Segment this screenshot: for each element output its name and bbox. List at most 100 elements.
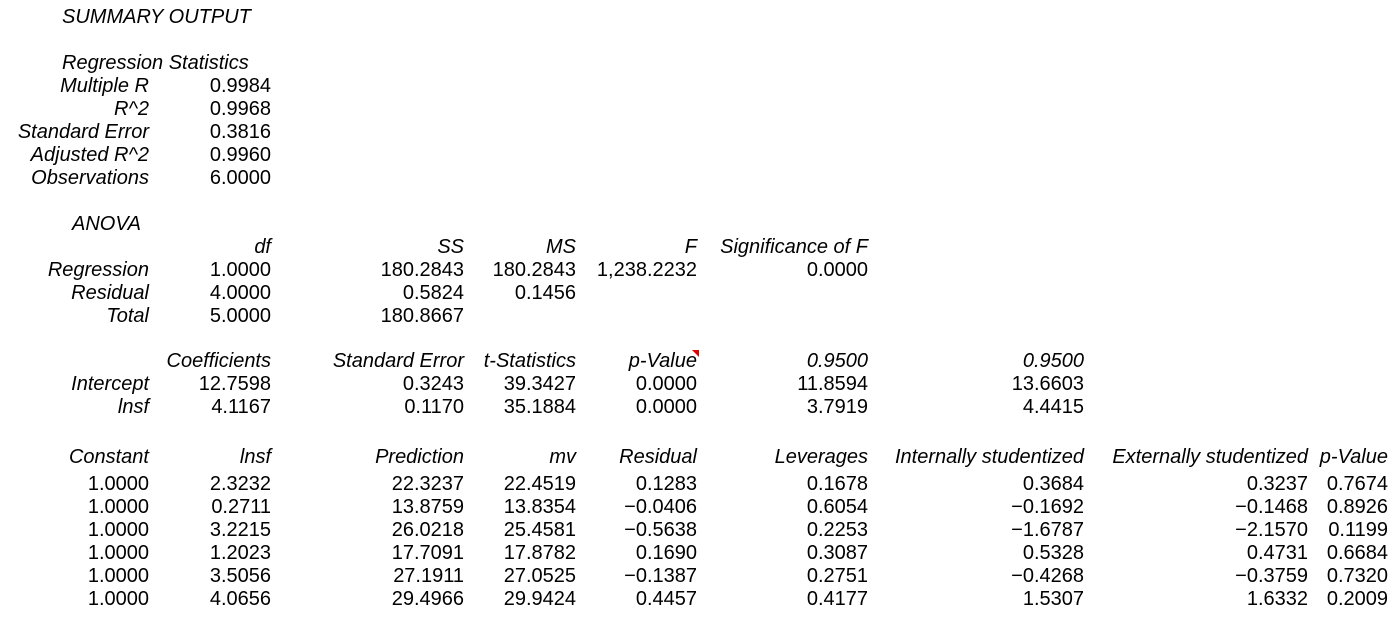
resid-col-p-value[interactable]: p-Value xyxy=(1319,446,1388,468)
coef-lnsf-upper[interactable]: 4.4415 xyxy=(1022,396,1084,418)
coef-intercept-lower[interactable]: 11.8594 xyxy=(797,373,868,395)
residual-row-1-internally-studentized[interactable]: 0.3684 xyxy=(1022,473,1084,495)
residual-row-4-p-value[interactable]: 0.6684 xyxy=(1326,542,1388,564)
anova-col-ms[interactable]: MS xyxy=(546,236,576,258)
residual-row-2-prediction[interactable]: 13.8759 xyxy=(391,496,464,518)
stat-label-observations[interactable]: Observations xyxy=(31,167,149,189)
residual-row-4-leverage[interactable]: 0.3087 xyxy=(806,542,868,564)
anova-regression-ss[interactable]: 180.2843 xyxy=(380,259,464,281)
residual-row-5-residual[interactable]: −0.1387 xyxy=(624,565,697,587)
resid-col-internally-studentized[interactable]: Internally studentized xyxy=(894,446,1084,468)
residual-row-2-leverage[interactable]: 0.6054 xyxy=(806,496,868,518)
residual-row-5-externally-studentized[interactable]: −0.3759 xyxy=(1235,565,1308,587)
stat-value-multiple-r[interactable]: 0.9984 xyxy=(209,75,271,97)
resid-col-lnsf[interactable]: lnsf xyxy=(239,446,271,468)
residual-row-6-leverage[interactable]: 0.4177 xyxy=(806,588,868,610)
coef-intercept-upper[interactable]: 13.6603 xyxy=(1011,373,1084,395)
coef-label-lnsf[interactable]: lnsf xyxy=(117,396,149,418)
residual-row-2-lnsf[interactable]: 0.2711 xyxy=(211,496,271,518)
coef-label-intercept[interactable]: Intercept xyxy=(71,373,149,395)
residual-row-1-constant[interactable]: 1.0000 xyxy=(87,473,149,495)
residual-row-5-mv[interactable]: 27.0525 xyxy=(503,565,576,587)
resid-col-mv[interactable]: mv xyxy=(549,446,576,468)
residual-row-3-lnsf[interactable]: 3.2215 xyxy=(209,519,271,541)
residual-row-3-externally-studentized[interactable]: −2.1570 xyxy=(1235,519,1308,541)
residual-row-5-p-value[interactable]: 0.7320 xyxy=(1326,565,1388,587)
anova-label-total[interactable]: Total xyxy=(106,305,149,327)
residual-row-6-internally-studentized[interactable]: 1.5307 xyxy=(1022,588,1084,610)
residual-row-6-constant[interactable]: 1.0000 xyxy=(87,588,149,610)
anova-residual-df[interactable]: 4.0000 xyxy=(209,282,271,304)
anova-col-significance[interactable]: Significance of F xyxy=(720,236,868,258)
residual-row-3-constant[interactable]: 1.0000 xyxy=(87,519,149,541)
resid-col-prediction[interactable]: Prediction xyxy=(375,446,464,468)
residual-row-1-leverage[interactable]: 0.1678 xyxy=(806,473,868,495)
residual-row-5-internally-studentized[interactable]: −0.4268 xyxy=(1011,565,1084,587)
coef-lnsf-p[interactable]: 0.0000 xyxy=(635,396,697,418)
residual-row-4-constant[interactable]: 1.0000 xyxy=(87,542,149,564)
residual-row-4-externally-studentized[interactable]: 0.4731 xyxy=(1246,542,1308,564)
residual-row-3-prediction[interactable]: 26.0218 xyxy=(391,519,464,541)
stat-value-observations[interactable]: 6.0000 xyxy=(209,167,271,189)
residual-row-2-residual[interactable]: −0.0406 xyxy=(624,496,697,518)
anova-total-ss[interactable]: 180.8667 xyxy=(380,305,464,327)
stat-value-r-squared[interactable]: 0.9968 xyxy=(209,98,271,120)
coef-col-t-statistics[interactable]: t-Statistics xyxy=(483,350,576,372)
residual-row-4-mv[interactable]: 17.8782 xyxy=(503,542,576,564)
anova-regression-f[interactable]: 1,238.2232 xyxy=(596,259,697,281)
coef-col-upper-bound[interactable]: 0.9500 xyxy=(1022,350,1084,372)
residual-row-3-mv[interactable]: 25.4581 xyxy=(503,519,576,541)
residual-row-5-lnsf[interactable]: 3.5056 xyxy=(209,565,271,587)
coef-lnsf-value[interactable]: 4.1167 xyxy=(211,396,271,418)
anova-col-f[interactable]: F xyxy=(684,236,697,258)
anova-regression-ms[interactable]: 180.2843 xyxy=(492,259,576,281)
anova-col-df[interactable]: df xyxy=(254,236,271,258)
coef-lnsf-lower[interactable]: 3.7919 xyxy=(806,396,868,418)
anova-col-ss[interactable]: SS xyxy=(437,236,464,258)
anova-regression-sig[interactable]: 0.0000 xyxy=(806,259,868,281)
residual-row-4-residual[interactable]: 0.1690 xyxy=(635,542,697,564)
regression-statistics-header[interactable]: Regression Statistics xyxy=(62,52,249,74)
residual-row-5-prediction[interactable]: 27.1911 xyxy=(393,565,464,587)
residual-row-6-prediction[interactable]: 29.4966 xyxy=(391,588,464,610)
stat-value-adjusted-r-squared[interactable]: 0.9960 xyxy=(209,144,271,166)
residual-row-6-externally-studentized[interactable]: 1.6332 xyxy=(1246,588,1308,610)
anova-label-residual[interactable]: Residual xyxy=(71,282,149,304)
residual-row-5-leverage[interactable]: 0.2751 xyxy=(806,565,868,587)
coef-lnsf-se[interactable]: 0.1170 xyxy=(404,396,464,418)
anova-total-df[interactable]: 5.0000 xyxy=(209,305,271,327)
residual-row-1-prediction[interactable]: 22.3237 xyxy=(391,473,464,495)
coef-col-standard-error[interactable]: Standard Error xyxy=(332,350,464,372)
residual-row-2-p-value[interactable]: 0.8926 xyxy=(1326,496,1388,518)
residual-row-3-residual[interactable]: −0.5638 xyxy=(624,519,697,541)
residual-row-5-constant[interactable]: 1.0000 xyxy=(87,565,149,587)
residual-row-1-p-value[interactable]: 0.7674 xyxy=(1326,473,1388,495)
stat-label-standard-error[interactable]: Standard Error xyxy=(17,121,149,143)
residual-row-1-lnsf[interactable]: 2.3232 xyxy=(209,473,271,495)
coef-col-coefficients[interactable]: Coefficients xyxy=(166,350,272,372)
anova-header[interactable]: ANOVA xyxy=(72,213,141,235)
stat-value-standard-error[interactable]: 0.3816 xyxy=(209,121,271,143)
resid-col-externally-studentized[interactable]: Externally studentized xyxy=(1112,446,1308,468)
stat-label-multiple-r[interactable]: Multiple R xyxy=(60,75,149,97)
residual-row-1-externally-studentized[interactable]: 0.3237 xyxy=(1246,473,1308,495)
residual-row-2-mv[interactable]: 13.8354 xyxy=(503,496,576,518)
resid-col-residual[interactable]: Residual xyxy=(619,446,697,468)
coef-intercept-value[interactable]: 12.7598 xyxy=(198,373,271,395)
residual-row-2-externally-studentized[interactable]: −0.1468 xyxy=(1235,496,1308,518)
residual-row-2-constant[interactable]: 1.0000 xyxy=(87,496,149,518)
resid-col-leverages[interactable]: Leverages xyxy=(774,446,868,468)
residual-row-4-internally-studentized[interactable]: 0.5328 xyxy=(1022,542,1084,564)
anova-residual-ms[interactable]: 0.1456 xyxy=(514,282,576,304)
coef-intercept-se[interactable]: 0.3243 xyxy=(402,373,464,395)
stat-label-adjusted-r-squared[interactable]: Adjusted R^2 xyxy=(30,144,149,166)
residual-row-4-prediction[interactable]: 17.7091 xyxy=(391,542,464,564)
coef-lnsf-t[interactable]: 35.1884 xyxy=(503,396,576,418)
stat-label-r-squared[interactable]: R^2 xyxy=(114,98,149,120)
residual-row-6-mv[interactable]: 29.9424 xyxy=(503,588,576,610)
residual-row-1-residual[interactable]: 0.1283 xyxy=(635,473,697,495)
residual-row-6-p-value[interactable]: 0.2009 xyxy=(1326,588,1388,610)
coef-col-lower-bound[interactable]: 0.9500 xyxy=(806,350,868,372)
residual-row-2-internally-studentized[interactable]: −0.1692 xyxy=(1011,496,1084,518)
coef-intercept-t[interactable]: 39.3427 xyxy=(503,373,576,395)
